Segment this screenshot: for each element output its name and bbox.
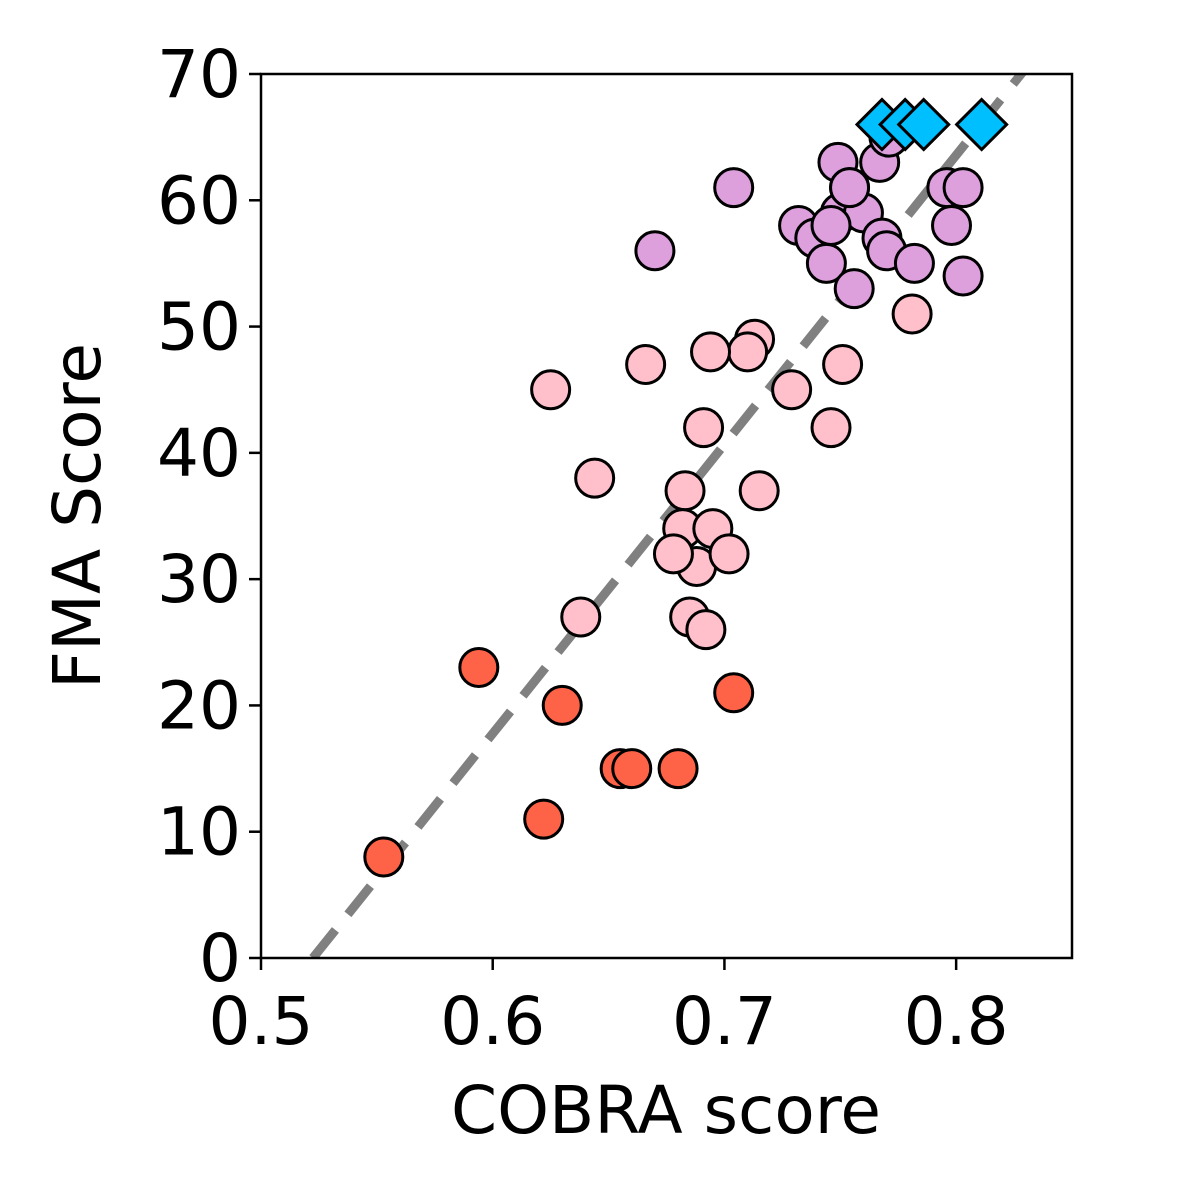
data-point bbox=[657, 748, 699, 790]
data-point bbox=[893, 242, 935, 284]
data-point bbox=[810, 205, 852, 247]
data-point bbox=[942, 255, 984, 297]
data-point bbox=[738, 470, 780, 512]
x-tick-label: 0.8 bbox=[904, 983, 1009, 1060]
data-point bbox=[931, 205, 973, 247]
data-point bbox=[611, 748, 653, 790]
data-point bbox=[685, 609, 727, 651]
y-tick-label: 30 bbox=[157, 541, 241, 618]
data-point bbox=[891, 293, 933, 335]
data-point bbox=[942, 167, 984, 209]
data-point bbox=[822, 343, 864, 385]
y-tick-label: 0 bbox=[199, 920, 241, 997]
data-point bbox=[690, 331, 732, 373]
data-point bbox=[664, 470, 706, 512]
plot-frame bbox=[259, 72, 1074, 960]
data-point bbox=[634, 230, 676, 272]
x-tick-label: 0.6 bbox=[440, 983, 545, 1060]
data-point bbox=[829, 167, 871, 209]
data-point bbox=[560, 596, 602, 638]
reference-line bbox=[309, 74, 1027, 958]
data-point bbox=[713, 167, 755, 209]
data-point bbox=[458, 647, 500, 689]
data-point bbox=[810, 407, 852, 449]
y-tick-label: 50 bbox=[157, 289, 241, 366]
data-point-diamond bbox=[954, 97, 1009, 152]
y-tick-label: 70 bbox=[157, 36, 241, 113]
data-point bbox=[523, 798, 565, 840]
data-point bbox=[713, 672, 755, 714]
y-tick-label: 60 bbox=[157, 162, 241, 239]
data-point bbox=[541, 684, 583, 726]
data-point bbox=[530, 369, 572, 411]
data-point bbox=[363, 836, 405, 878]
x-axis-label: COBRA score bbox=[451, 1072, 881, 1149]
y-tick-label: 40 bbox=[157, 415, 241, 492]
data-point-diamond bbox=[896, 97, 951, 152]
y-tick-label: 10 bbox=[157, 794, 241, 871]
x-tick-label: 0.5 bbox=[209, 983, 314, 1060]
data-point bbox=[652, 533, 694, 575]
data-point bbox=[683, 407, 725, 449]
y-tick-label: 20 bbox=[157, 667, 241, 744]
data-point bbox=[833, 268, 875, 310]
data-point bbox=[625, 343, 667, 385]
data-point bbox=[805, 242, 847, 284]
data-point bbox=[727, 331, 769, 373]
data-point bbox=[708, 533, 750, 575]
x-tick-label: 0.7 bbox=[672, 983, 777, 1060]
y-axis-label: FMA Score bbox=[39, 343, 116, 689]
data-point bbox=[771, 369, 813, 411]
data-point bbox=[574, 457, 616, 499]
